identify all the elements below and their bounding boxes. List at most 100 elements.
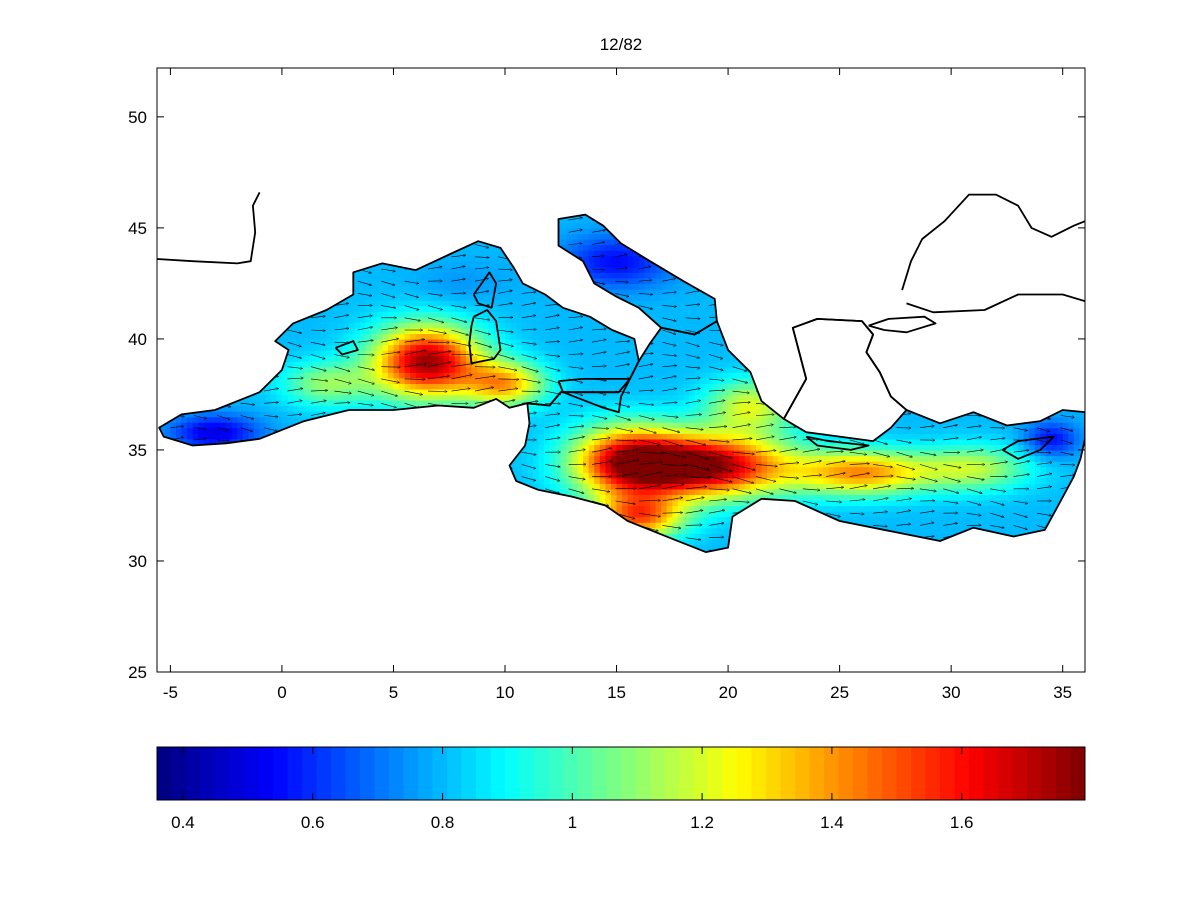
field-cell	[566, 350, 573, 357]
field-cell	[415, 333, 422, 340]
field-cell	[415, 366, 422, 373]
field-cell	[571, 444, 579, 451]
field-cell	[443, 277, 450, 284]
field-cell	[449, 350, 456, 357]
field-cell	[499, 383, 506, 390]
field-cell	[549, 411, 556, 418]
field-cell	[532, 361, 540, 368]
field-cell	[493, 394, 500, 401]
field-cell	[354, 283, 361, 290]
field-cell	[577, 355, 584, 362]
field-cell	[365, 283, 372, 290]
field-cell	[488, 255, 495, 262]
field-cell	[449, 294, 456, 301]
field-cell	[365, 327, 372, 334]
field-cell	[571, 422, 579, 429]
field-cell	[460, 344, 467, 351]
field-cell	[309, 394, 316, 401]
field-cell	[293, 411, 300, 418]
field-cell	[382, 355, 389, 362]
field-cell	[521, 461, 528, 468]
field-cell	[544, 305, 551, 312]
field-cell	[393, 316, 400, 323]
field-cell	[505, 350, 512, 357]
field-cell	[521, 355, 528, 362]
field-cell	[371, 394, 378, 401]
field-cell	[399, 272, 406, 279]
field-cell	[566, 433, 573, 440]
field-cell	[332, 366, 339, 373]
field-cell	[426, 383, 434, 390]
field-cell	[399, 338, 406, 346]
field-cell	[532, 427, 540, 434]
field-cell	[393, 405, 400, 412]
field-cell	[466, 316, 473, 323]
field-cell	[505, 272, 512, 279]
field-cell	[426, 305, 434, 312]
field-cell	[387, 266, 395, 273]
field-cell	[560, 444, 567, 451]
field-cell	[148, 428, 154, 434]
field-cell	[521, 283, 528, 290]
field-cell	[571, 322, 579, 329]
field-cell	[371, 355, 378, 362]
field-cell	[181, 416, 188, 423]
field-cell	[516, 366, 523, 373]
field-cell	[477, 277, 484, 284]
field-cell	[532, 311, 540, 318]
field-cell	[510, 294, 517, 301]
field-cell	[527, 333, 534, 340]
field-cell	[577, 350, 584, 357]
field-cell	[466, 327, 473, 334]
field-cell	[443, 383, 450, 390]
field-cell	[499, 355, 506, 362]
field-cell	[493, 305, 500, 312]
field-cell	[343, 344, 350, 351]
field-cell	[466, 322, 473, 329]
field-cell	[521, 327, 528, 334]
field-cell	[471, 322, 478, 329]
field-cell	[426, 316, 434, 323]
field-cell	[371, 333, 378, 340]
field-cell	[365, 294, 372, 301]
field-cell	[538, 338, 545, 346]
field-cell	[348, 377, 355, 384]
field-cell	[577, 372, 584, 379]
field-cell	[148, 239, 154, 245]
field-cell	[387, 272, 395, 279]
field-cell	[555, 477, 562, 484]
field-cell	[281, 372, 289, 379]
field-cell	[443, 305, 450, 312]
field-cell	[426, 272, 434, 279]
field-cell	[332, 372, 339, 379]
field-cell	[281, 366, 289, 373]
field-cell	[560, 361, 567, 368]
field-cell	[203, 433, 210, 440]
field-cell	[321, 338, 328, 346]
field-cell	[187, 416, 194, 423]
field-cell	[343, 405, 350, 412]
field-cell	[148, 555, 154, 561]
field-cell	[549, 322, 556, 329]
field-cell	[482, 261, 489, 268]
field-cell	[510, 272, 517, 279]
field-cell	[493, 277, 500, 284]
field-cell	[449, 388, 456, 396]
field-cell	[493, 311, 500, 318]
field-cell	[566, 472, 573, 479]
field-cell	[426, 388, 434, 396]
field-cell	[415, 388, 422, 396]
field-cell	[376, 377, 383, 384]
field-cell	[237, 411, 244, 418]
field-cell	[555, 427, 562, 434]
field-cell	[321, 333, 328, 340]
field-cell	[382, 288, 389, 296]
field-cell	[471, 283, 478, 290]
field-cell	[337, 311, 344, 318]
field-cell	[443, 333, 450, 340]
field-cell	[387, 283, 395, 290]
field-cell	[549, 372, 556, 379]
field-cell	[148, 211, 154, 217]
field-cell	[449, 255, 456, 262]
field-cell	[360, 405, 367, 412]
